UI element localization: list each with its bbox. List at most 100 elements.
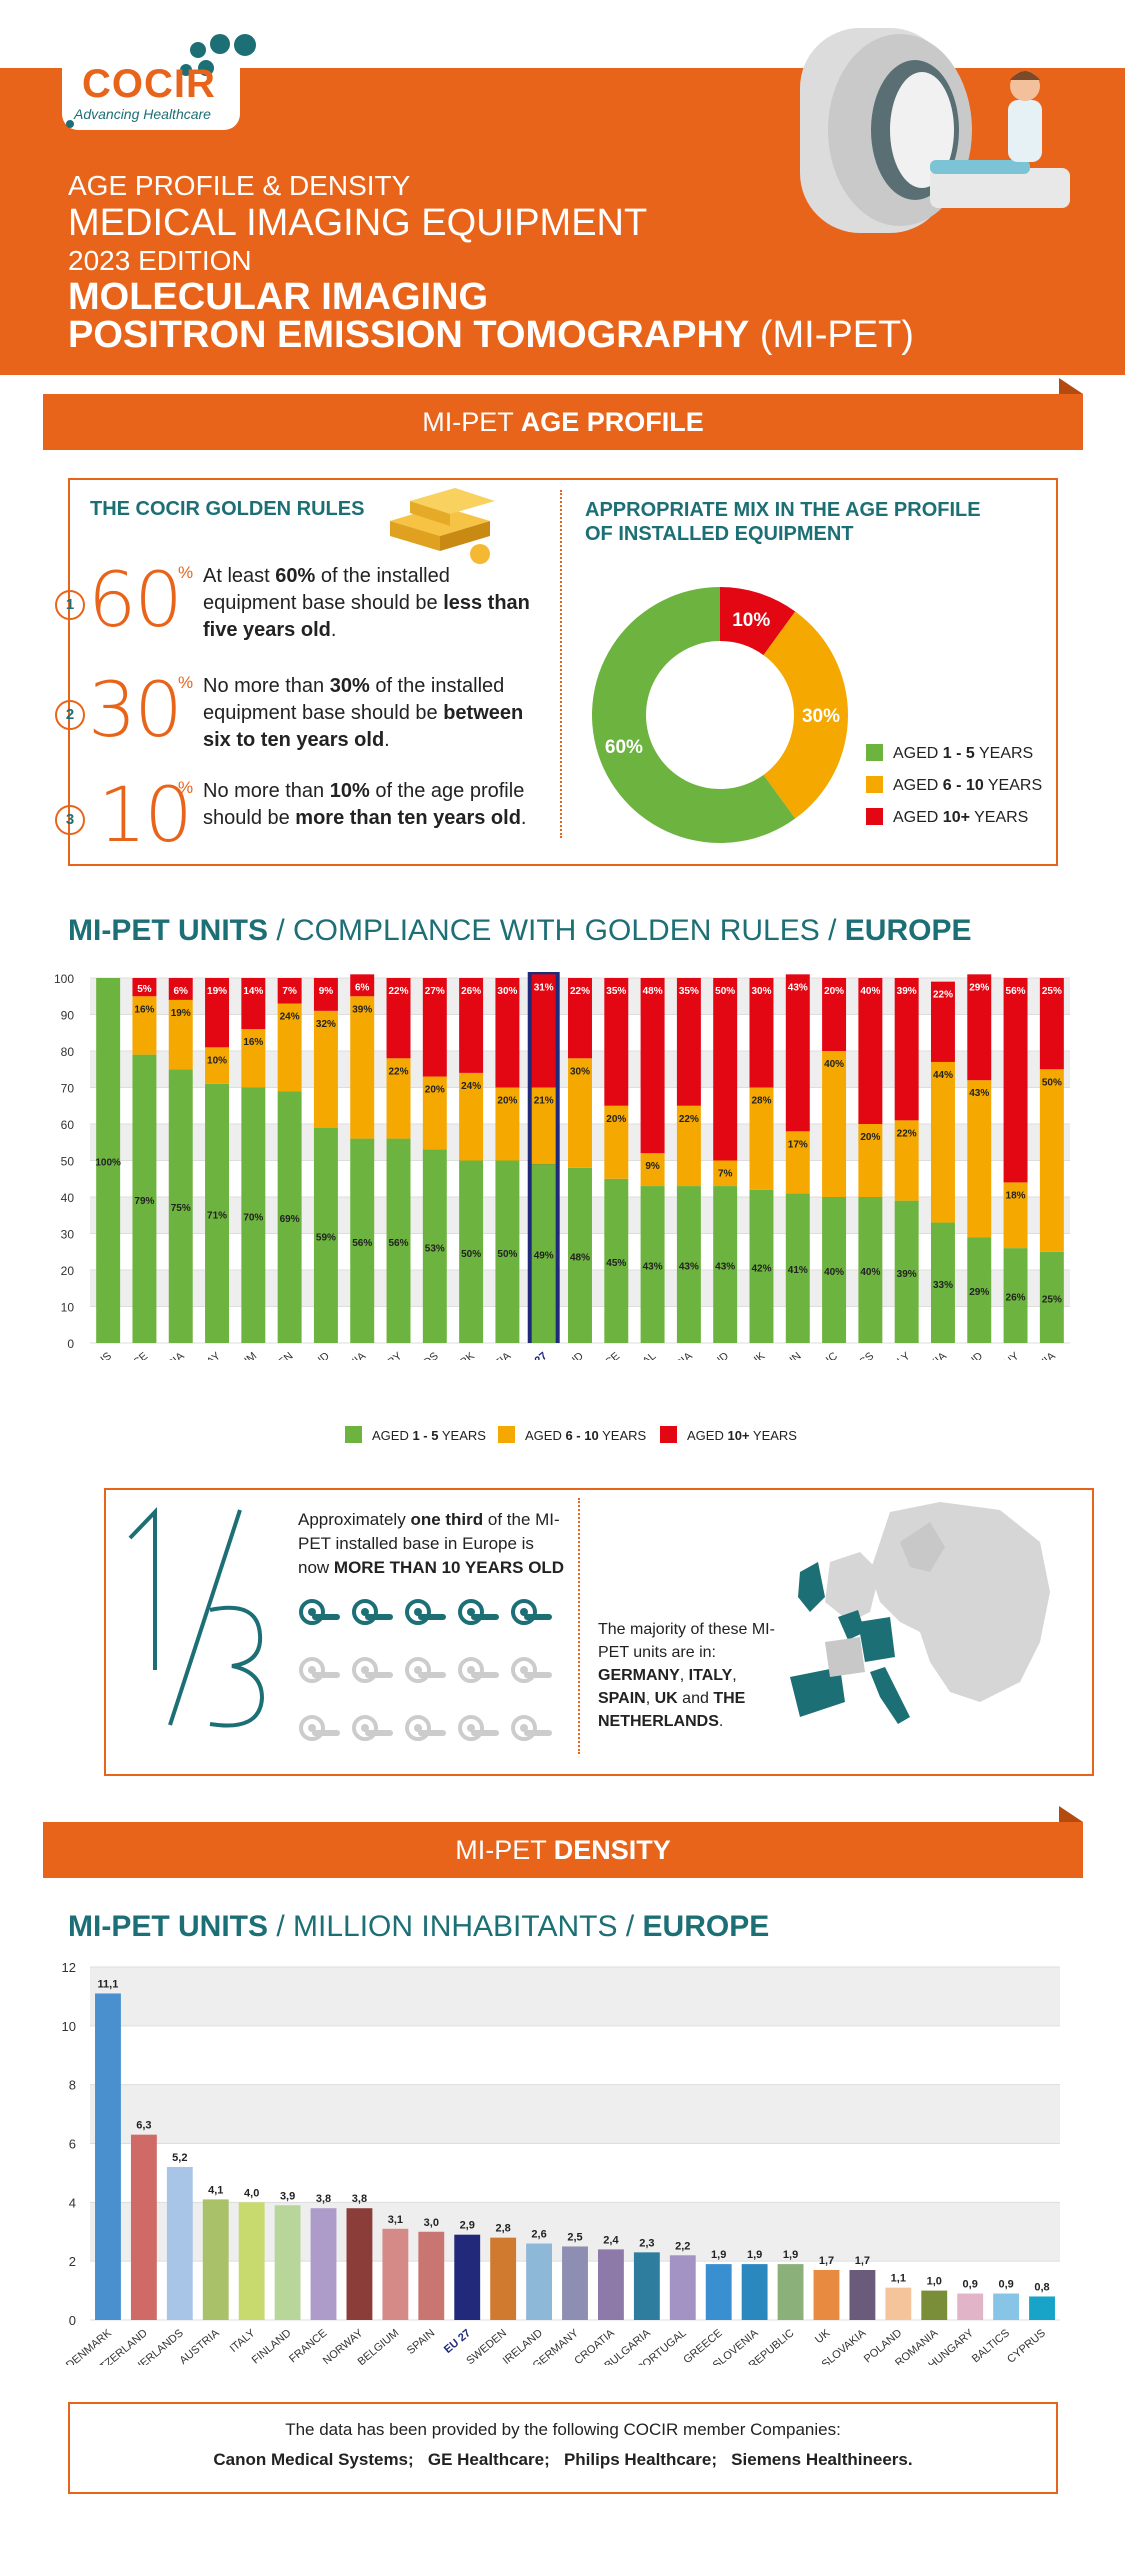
density-bar	[418, 2231, 445, 2320]
bar-segment	[531, 974, 556, 1088]
legend-swatch	[660, 1426, 677, 1443]
donut-label: 60%	[605, 737, 643, 758]
density-bar	[957, 2293, 984, 2320]
bar-value-label: 10%	[207, 1055, 227, 1066]
patient	[930, 160, 1030, 174]
logo-tagline: Advancing Healthcare	[74, 106, 211, 122]
density-bar	[849, 2269, 876, 2320]
bar-segment	[277, 1091, 302, 1343]
legend-text: AGED	[687, 1428, 728, 1443]
bar-value-label: 50%	[715, 986, 735, 997]
bar-value-label: 2,5	[567, 2231, 582, 2243]
bar-segment	[531, 1087, 556, 1165]
bar-value-label: 56%	[352, 1238, 372, 1249]
bar-value-label: 26%	[1006, 1293, 1026, 1304]
compliance-title-bold1: MI-PET UNITS	[68, 914, 268, 947]
bar-value-label: 2,9	[460, 2220, 475, 2232]
compliance-legend-item: AGED 6 - 10 YEARS	[498, 1426, 646, 1443]
m-bold: GERMANY	[598, 1667, 680, 1684]
bar-value-label: 20%	[860, 1132, 880, 1143]
bar-value-label: 43%	[679, 1262, 699, 1273]
bar-value-label: 4,1	[208, 2184, 223, 2196]
rule-percent: 10	[98, 770, 193, 859]
density-bar	[633, 2252, 660, 2320]
bar-segment	[495, 1160, 520, 1343]
legend-text: YEARS	[438, 1428, 486, 1443]
logo-dot	[190, 42, 206, 58]
legend-text: AGED	[372, 1428, 413, 1443]
bar-value-label: 53%	[425, 1243, 445, 1254]
density-title-bold1: MI-PET UNITS	[68, 1910, 268, 1943]
bar-segment	[858, 978, 883, 1124]
bar-value-label: 44%	[933, 1070, 953, 1081]
density-bar	[813, 2269, 840, 2320]
density-title: MI-PET UNITS / MILLION INHABITANTS / EUR…	[68, 1910, 769, 1944]
bar-value-label: 11,1	[98, 1978, 119, 1990]
bar-value-label: 43%	[643, 1262, 663, 1273]
legend-text: AGED	[893, 777, 943, 794]
bar-value-label: 39%	[897, 986, 917, 997]
logo-dot	[210, 34, 230, 54]
x-tick-label: EU 27	[518, 1350, 549, 1360]
bar-value-label: 45%	[606, 1258, 626, 1269]
bar-segment	[350, 1138, 375, 1343]
compliance-title-light: / COMPLIANCE WITH GOLDEN RULES /	[268, 914, 845, 947]
m-bold: ITALY	[688, 1667, 733, 1684]
bar-value-label: 3,0	[424, 2217, 439, 2229]
bar-segment	[785, 974, 810, 1132]
t-part: of the MI-PET installed base in Europe i…	[298, 1510, 560, 1577]
bar-segment	[930, 1222, 955, 1343]
bar-segment	[749, 978, 774, 1088]
bar-value-label: 18%	[1006, 1190, 1026, 1201]
bar-segment	[858, 1197, 883, 1343]
bar-segment	[894, 1120, 919, 1201]
rule-text-part: .	[520, 807, 527, 829]
bar-value-label: 40%	[860, 1267, 880, 1278]
rule-text-part: more than ten years old	[295, 807, 521, 829]
m-part: ,	[679, 1667, 689, 1684]
bar-value-label: 30%	[497, 986, 517, 997]
legend-text: YEARS	[749, 1428, 797, 1443]
density-bar	[166, 2167, 193, 2320]
bar-value-label: 5,2	[172, 2152, 187, 2164]
header-line2: MEDICAL IMAGING EQUIPMENT	[68, 202, 648, 244]
bar-value-label: 50%	[497, 1249, 517, 1260]
donut-slice	[720, 587, 796, 656]
bar-value-label: 75%	[171, 1203, 191, 1214]
header-line5: POSITRON EMISSION TOMOGRAPHY (MI-PET)	[68, 316, 914, 354]
scanner-table	[930, 168, 1070, 208]
bar-segment	[459, 1160, 484, 1343]
rule-percent-sign: %	[178, 778, 194, 797]
density-bar	[885, 2287, 912, 2320]
rule-text-part: of the age profile should be	[203, 780, 525, 829]
bar-segment	[495, 978, 520, 1088]
bar-value-label: 100%	[95, 1158, 121, 1169]
bar-segment	[313, 978, 338, 1011]
legend-text: YEARS	[969, 809, 1029, 826]
footer-line1: The data has been provided by the follow…	[285, 2420, 841, 2439]
legend-text: 1 - 5	[412, 1428, 439, 1443]
legend-swatch	[866, 808, 883, 825]
mix-legend-item: AGED 6 - 10 YEARS	[866, 776, 1042, 795]
bar-segment	[894, 978, 919, 1121]
bar-value-label: 2,2	[675, 2240, 690, 2252]
density-bar	[597, 2249, 624, 2320]
bar-segment	[604, 1178, 629, 1343]
scanner-unit-icon	[352, 1657, 393, 1683]
density-bar	[526, 2243, 553, 2320]
y-tick-label: 70	[61, 1082, 75, 1096]
legend-text: AGED	[525, 1428, 566, 1443]
compliance-legend-item: AGED 1 - 5 YEARS	[345, 1426, 486, 1443]
density-bar	[346, 2208, 373, 2320]
bar-value-label: 39%	[897, 1269, 917, 1280]
density-bar	[705, 2264, 732, 2320]
bar-value-label: 0,9	[998, 2279, 1013, 2291]
bar-value-label: 4,0	[244, 2187, 259, 2199]
x-tick-label: BALTICS	[970, 2327, 1012, 2365]
legend-text: 10+	[727, 1428, 750, 1443]
bar-value-label: 2,4	[603, 2234, 619, 2246]
density-bar	[310, 2208, 337, 2320]
bar-value-label: 25%	[1042, 1294, 1062, 1305]
banner-light: MI-PET	[422, 407, 521, 437]
m-part: and	[677, 1690, 714, 1707]
